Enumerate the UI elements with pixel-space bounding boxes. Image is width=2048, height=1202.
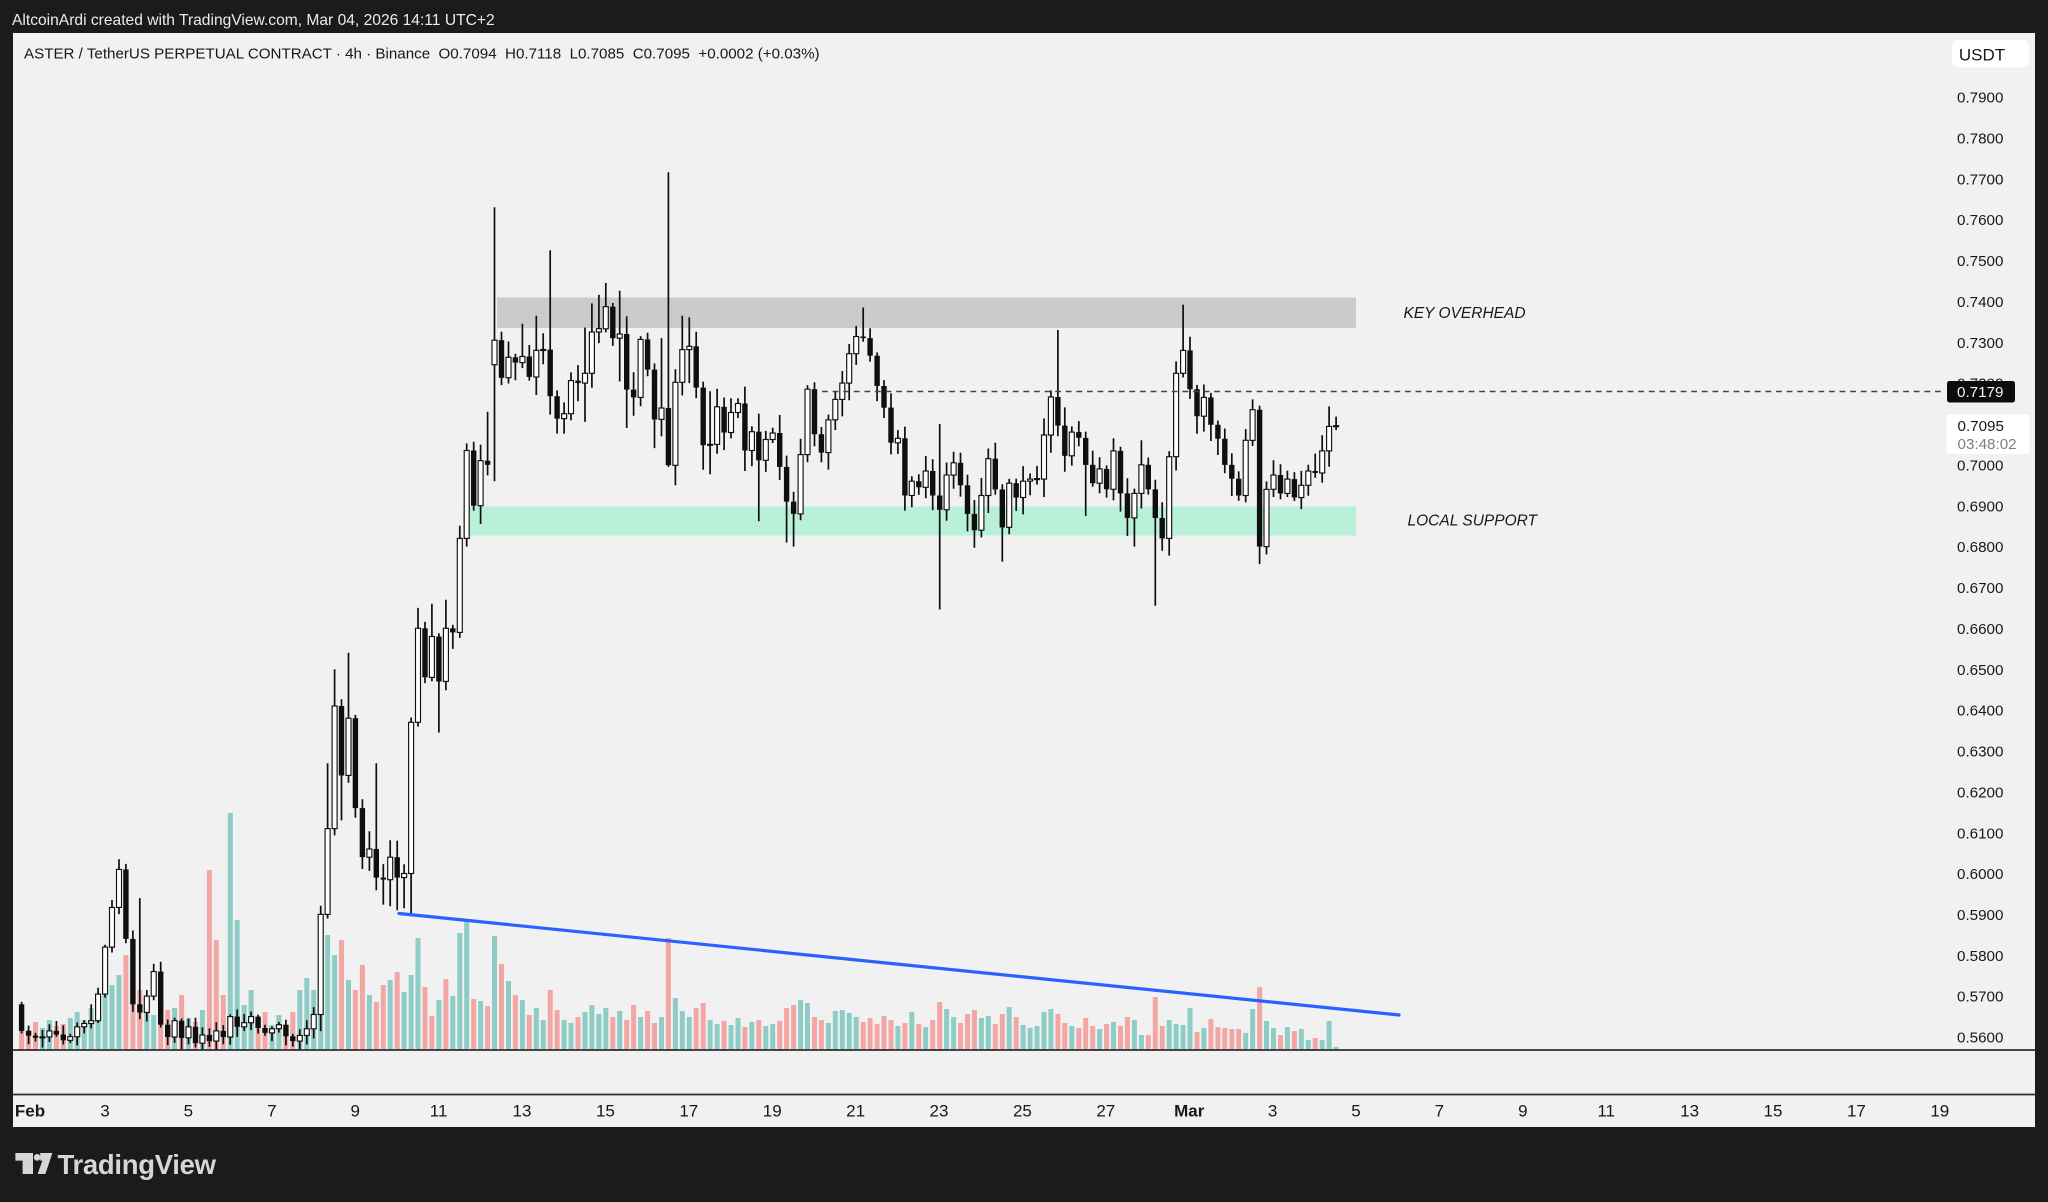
- svg-text:0.6600: 0.6600: [1957, 621, 2003, 638]
- svg-text:0.6700: 0.6700: [1957, 580, 2003, 597]
- svg-text:11: 11: [430, 1102, 448, 1121]
- svg-text:23: 23: [930, 1102, 949, 1121]
- svg-text:3: 3: [1268, 1102, 1277, 1121]
- svg-text:0.7300: 0.7300: [1957, 335, 2003, 352]
- svg-text:19: 19: [1930, 1102, 1949, 1121]
- svg-text:0.7800: 0.7800: [1957, 131, 2003, 148]
- svg-text:0.7179: 0.7179: [1957, 384, 2003, 401]
- svg-text:0.6900: 0.6900: [1957, 498, 2003, 515]
- svg-text:0.7095: 0.7095: [1958, 418, 2004, 435]
- svg-text:Feb: Feb: [15, 1102, 45, 1121]
- svg-text:21: 21: [846, 1102, 865, 1121]
- svg-text:9: 9: [1518, 1102, 1527, 1121]
- svg-text:0.5700: 0.5700: [1957, 989, 2003, 1006]
- svg-text:13: 13: [513, 1102, 532, 1121]
- svg-text:KEY OVERHEAD: KEY OVERHEAD: [1404, 305, 1526, 322]
- svg-text:15: 15: [1764, 1102, 1783, 1121]
- svg-text:0.7700: 0.7700: [1957, 171, 2003, 188]
- svg-text:15: 15: [596, 1102, 615, 1121]
- svg-text:0.7600: 0.7600: [1957, 212, 2003, 229]
- svg-text:USDT: USDT: [1959, 46, 2005, 65]
- svg-text:0.6400: 0.6400: [1957, 703, 2003, 720]
- svg-text:0.6500: 0.6500: [1957, 662, 2003, 679]
- svg-text:19: 19: [763, 1102, 782, 1121]
- svg-text:ASTER / TetherUS PERPETUAL CON: ASTER / TetherUS PERPETUAL CONTRACT · 4h…: [24, 45, 820, 62]
- svg-text:03:48:02: 03:48:02: [1958, 436, 2017, 453]
- svg-text:0.7400: 0.7400: [1957, 294, 2003, 311]
- svg-text:17: 17: [679, 1102, 698, 1121]
- svg-text:0.5600: 0.5600: [1957, 1030, 2003, 1047]
- svg-text:0.6000: 0.6000: [1957, 866, 2003, 883]
- svg-text:11: 11: [1597, 1102, 1615, 1121]
- svg-text:7: 7: [1435, 1102, 1444, 1121]
- svg-text:27: 27: [1096, 1102, 1115, 1121]
- svg-text:AltcoinArdi created with Tradi: AltcoinArdi created with TradingView.com…: [12, 12, 495, 29]
- svg-text:3: 3: [100, 1102, 109, 1121]
- svg-text:13: 13: [1680, 1102, 1699, 1121]
- svg-text:17: 17: [1847, 1102, 1866, 1121]
- svg-text:0.7500: 0.7500: [1957, 253, 2003, 270]
- svg-text:7: 7: [267, 1102, 276, 1121]
- svg-text:5: 5: [1351, 1102, 1360, 1121]
- svg-text:0.5800: 0.5800: [1957, 948, 2003, 965]
- svg-text:25: 25: [1013, 1102, 1032, 1121]
- svg-text:0.6800: 0.6800: [1957, 539, 2003, 556]
- svg-text:0.6200: 0.6200: [1957, 784, 2003, 801]
- svg-text:Mar: Mar: [1174, 1102, 1205, 1121]
- svg-text:0.6300: 0.6300: [1957, 744, 2003, 761]
- svg-text:TradingView: TradingView: [58, 1149, 217, 1180]
- svg-text:0.5900: 0.5900: [1957, 907, 2003, 924]
- svg-text:0.7900: 0.7900: [1957, 90, 2003, 107]
- svg-text:LOCAL SUPPORT: LOCAL SUPPORT: [1408, 513, 1539, 530]
- svg-text:0.7000: 0.7000: [1957, 457, 2003, 474]
- svg-text:9: 9: [350, 1102, 359, 1121]
- svg-text:0.6100: 0.6100: [1957, 825, 2003, 842]
- svg-text:5: 5: [184, 1102, 193, 1121]
